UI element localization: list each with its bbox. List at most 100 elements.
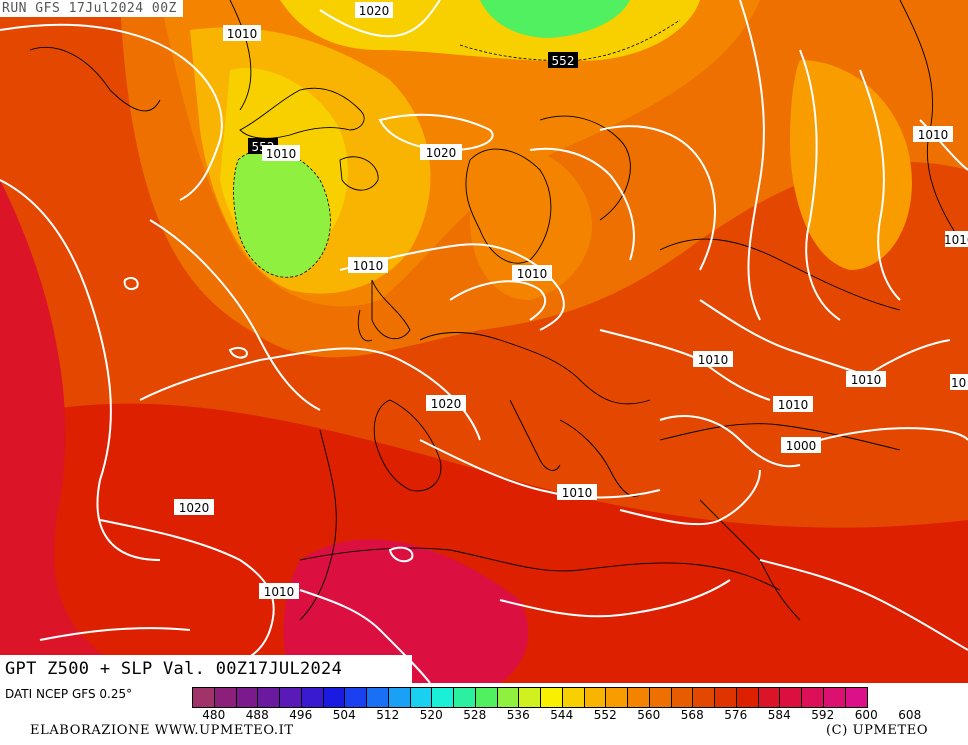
color-swatch [214,688,237,707]
isobar-label-1010-caspian: 1010 [846,371,886,387]
isobar-label-1010-balkans: 1010 [557,484,597,500]
isobar-label-1010-iceland: 1010 [262,145,300,161]
map-title: GPT Z500 + SLP Val. 00Z17JUL2024 [0,655,412,683]
svg-text:1010: 1010 [266,147,297,161]
scale-tick-label: 560 [637,708,661,722]
isobar-label-1010-ukraine: 1010 [693,351,733,367]
isobar-label-1010-greenland: 1010 [223,25,261,41]
svg-text:1010: 1010 [264,585,295,599]
scale-tick-label: 608 [898,708,922,722]
isobar-label-1020-norwegian-sea: 1020 [420,144,462,160]
svg-text:1020: 1020 [359,4,390,18]
color-swatch [367,688,389,707]
color-swatch [475,688,498,707]
scale-tick-label: 536 [506,708,530,722]
color-swatch [671,688,694,707]
color-swatch [606,688,628,707]
color-swatch [584,688,607,707]
credit-elaboration: ELABORAZIONE WWW.UPMETEO.IT [30,723,294,738]
color-swatch [845,688,868,707]
color-swatch [258,688,280,707]
isobar-label-1010-russia-north: 1010 [913,126,953,142]
scale-tick-label: 544 [550,708,574,722]
scale-tick-label: 576 [724,708,748,722]
color-swatch [758,688,781,707]
svg-text:1010: 1010 [944,233,968,247]
color-swatch [301,688,324,707]
run-label: RUN GFS 17Jul2024 00Z [0,0,183,17]
color-swatch [280,688,302,707]
svg-text:1010: 1010 [778,398,809,412]
color-swatch [236,688,259,707]
scale-tick-label: 480 [202,708,226,722]
scale-tick-label: 520 [419,708,443,722]
weather-map: 1020 1010 552 552 1010 1020 1010 1010 10… [0,0,968,683]
isobars [0,0,968,683]
color-swatch [802,688,824,707]
isobar-label-1020-arctic: 1020 [355,2,393,18]
svg-text:1020: 1020 [426,146,457,160]
color-swatch [693,688,715,707]
isobar-label-1020-azores: 1020 [174,499,214,515]
svg-text:1010: 1010 [517,267,548,281]
svg-text:1010: 1010 [353,259,384,273]
gph-fill-south [0,403,968,683]
color-swatch [715,688,737,707]
color-swatch [562,688,585,707]
isobar-label-1010-east-edge: 1010 [944,231,968,247]
isobar-label-1020-france: 1020 [426,395,466,411]
scale-tick-label: 568 [680,708,704,722]
data-source-label: DATI NCEP GFS 0.25° [5,687,133,701]
svg-text:1010: 1010 [918,128,949,142]
color-swatch [410,688,433,707]
color-swatch [432,688,454,707]
gph-fill-low-green [233,149,331,278]
color-swatch [628,688,650,707]
gph-label-552-arctic: 552 [548,52,578,68]
color-swatch [345,688,367,707]
scale-tick-label: 584 [767,708,791,722]
color-swatch [780,688,802,707]
color-swatch [323,688,346,707]
isobar-labels: 1020 1010 552 552 1010 1020 1010 1010 10… [174,2,968,599]
scale-tick-label: 488 [245,708,269,722]
color-swatch [736,688,759,707]
color-swatch [454,688,476,707]
isobar-label-1010-baltic: 1010 [512,265,552,281]
svg-text:1020: 1020 [179,501,210,515]
svg-text:10: 10 [951,376,966,390]
scale-tick-label: 592 [811,708,835,722]
svg-text:1020: 1020 [431,397,462,411]
color-swatch [388,688,411,707]
svg-text:1010: 1010 [562,486,593,500]
gph-fill-arctic-green [480,0,630,38]
color-swatch [823,688,846,707]
credit-copyright: (C) UPMETEO [826,723,929,738]
color-swatch [541,688,563,707]
gph-552-contour-atlantic [233,149,331,278]
scale-tick-label: 496 [289,708,313,722]
svg-text:1010: 1010 [698,353,729,367]
gph-552-contour-arctic [459,19,681,61]
scale-tick-label: 600 [854,708,878,722]
color-scale-bar [192,687,869,708]
color-swatch [193,688,215,707]
isobar-label-1010-black-sea: 1010 [773,396,813,412]
gph-fill-sahara-warm [283,539,529,683]
scale-tick-label: 528 [463,708,487,722]
svg-text:552: 552 [552,54,575,68]
isobar-label-1010-africa: 1010 [259,583,299,599]
scale-tick-label: 504 [332,708,356,722]
scale-tick-label: 552 [593,708,617,722]
color-swatch [649,688,672,707]
gph-fill-scandinavia [470,148,592,300]
scale-tick-label: 512 [376,708,400,722]
isobar-label-10-east-edge: 10 [950,374,968,390]
color-swatch [497,688,520,707]
svg-text:1010: 1010 [227,27,258,41]
svg-text:1010: 1010 [851,373,882,387]
svg-text:1000: 1000 [786,439,817,453]
isobar-label-1000-turkey: 1000 [781,437,821,453]
isobar-label-1010-atlantic: 1010 [348,257,388,273]
gph-fill-atlantic-warm [0,180,160,683]
